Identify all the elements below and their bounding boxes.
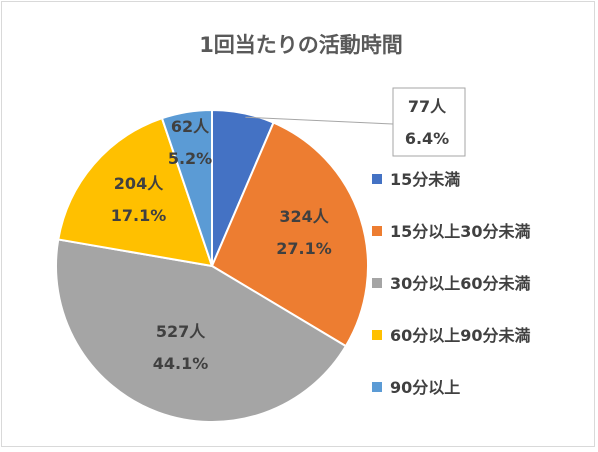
callout-box <box>392 87 466 157</box>
legend-swatch-5 <box>372 382 382 392</box>
data-label-percent-5: 5.2% <box>168 149 212 168</box>
legend-swatch-4 <box>372 330 382 340</box>
data-label-percent-1: 6.4% <box>405 129 449 148</box>
legend-swatch-1 <box>372 174 382 184</box>
pie-slice-5 <box>160 108 213 267</box>
data-labels: 77人 6.4% 324人 27.1% 527人 44.1% 204人 17.1% 62人 5.2… <box>111 87 466 373</box>
legend-label-3: 30分以上60分未満 <box>390 274 531 293</box>
data-label-count-2: 324人 <box>279 207 329 226</box>
pie-chart <box>55 108 369 423</box>
legend-swatch-3 <box>372 278 382 288</box>
data-label-percent-4: 17.1% <box>111 206 167 225</box>
data-label-count-1: 77人 <box>408 97 447 116</box>
legend-swatch-2 <box>372 226 382 236</box>
chart-title: 1回当たりの活動時間 <box>199 33 403 57</box>
legend-label-5: 90分以上 <box>390 378 460 397</box>
data-label-percent-3: 44.1% <box>153 354 209 373</box>
pie-slice-3 <box>55 238 348 423</box>
pie-slice-2 <box>210 121 369 348</box>
data-label-count-4: 204人 <box>114 174 164 193</box>
data-label-percent-2: 27.1% <box>276 239 332 258</box>
callout-leader-line <box>245 116 394 125</box>
legend: 15分未満 15分以上30分未満 30分以上60分未満 60分以上90分未満 90分以上 <box>372 170 531 397</box>
legend-label-4: 60分以上90分未満 <box>390 326 531 345</box>
data-label-count-5: 62人 <box>171 117 210 136</box>
data-label-count-3: 527人 <box>156 322 206 341</box>
legend-label-2: 15分以上30分未満 <box>390 222 531 241</box>
legend-label-1: 15分未満 <box>390 170 460 189</box>
